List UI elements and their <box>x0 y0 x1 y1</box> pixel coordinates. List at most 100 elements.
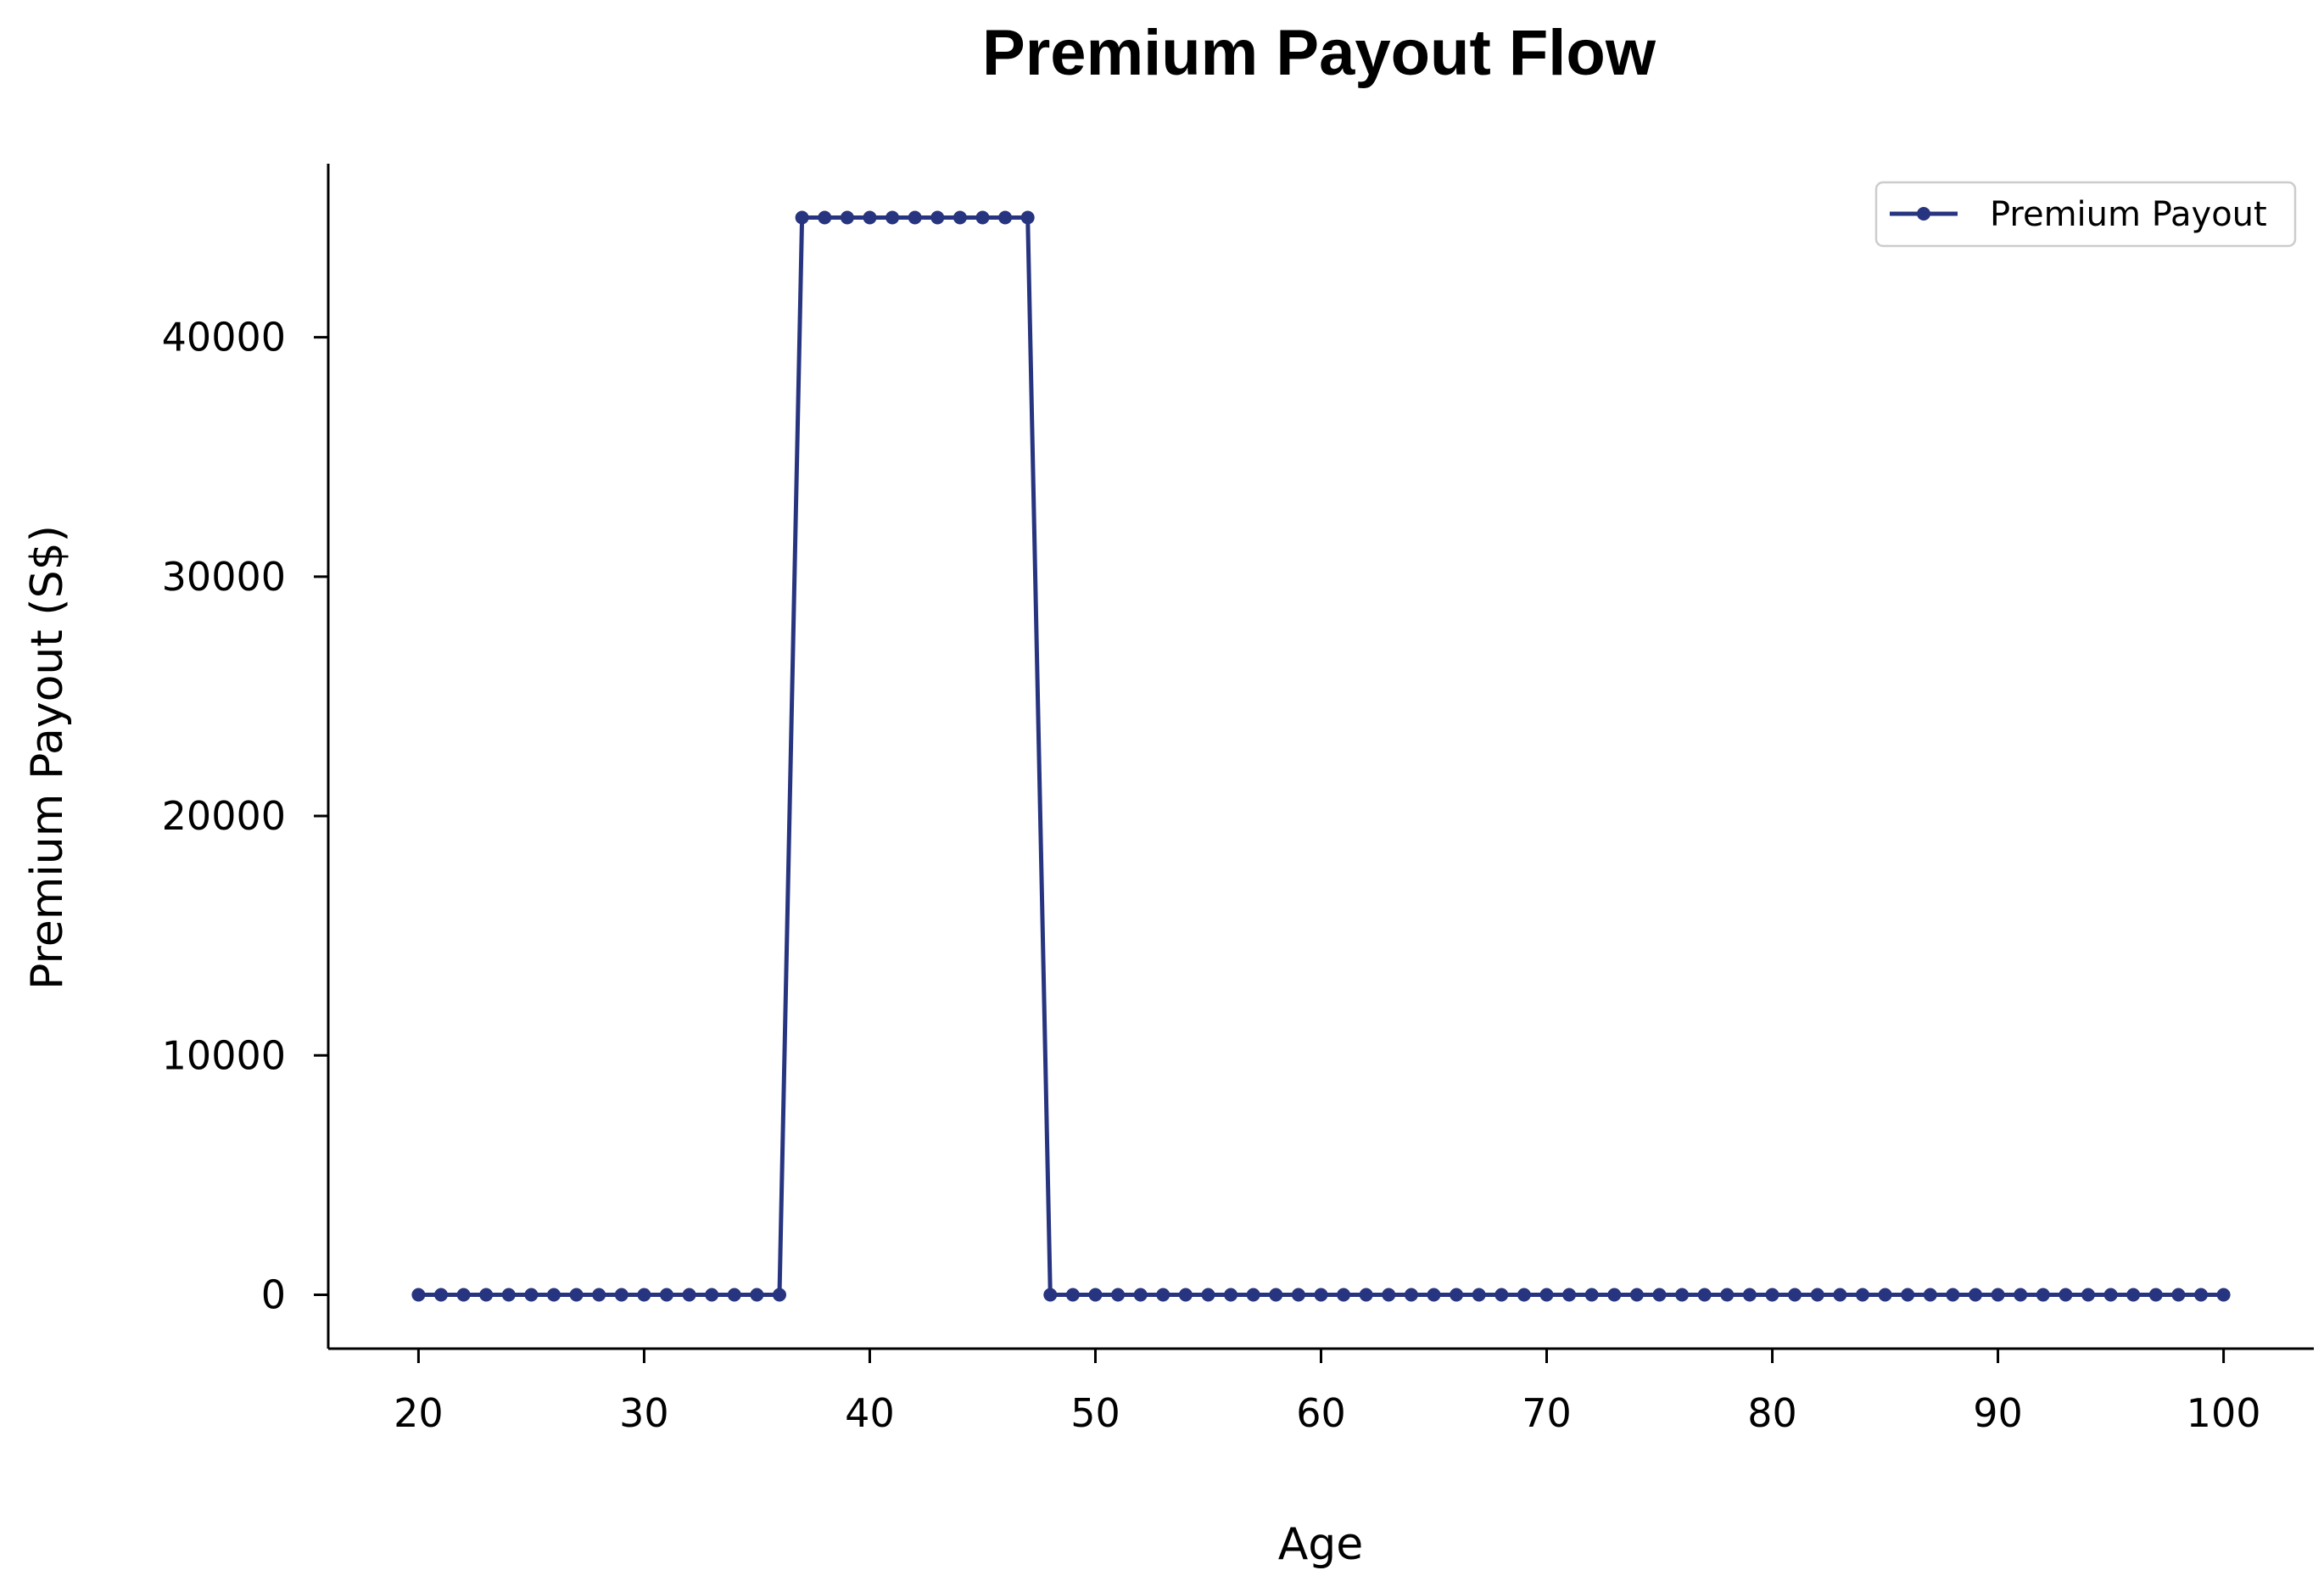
data-point <box>1810 1288 1824 1302</box>
data-point <box>975 210 990 225</box>
data-point <box>2036 1288 2050 1302</box>
data-point <box>1472 1288 1486 1302</box>
data-point <box>569 1288 584 1302</box>
x-tick-label: 60 <box>1296 1390 1346 1436</box>
data-point <box>1201 1288 1215 1302</box>
data-point <box>1156 1288 1170 1302</box>
data-point <box>1404 1288 1418 1302</box>
data-point <box>2171 1288 2186 1302</box>
data-point <box>1878 1288 1892 1302</box>
data-point <box>1359 1288 1373 1302</box>
data-point <box>614 1288 628 1302</box>
data-point <box>1856 1288 1869 1302</box>
data-point <box>1427 1288 1441 1302</box>
data-point <box>1020 210 1035 225</box>
data-point <box>524 1288 539 1302</box>
data-point <box>434 1288 448 1302</box>
data-point <box>1382 1288 1396 1302</box>
data-point <box>1923 1288 1937 1302</box>
data-point <box>930 210 945 225</box>
y-tick-label: 30000 <box>162 554 286 600</box>
data-point <box>1133 1288 1148 1302</box>
data-point <box>637 1288 651 1302</box>
data-point <box>1291 1288 1305 1302</box>
data-point <box>1607 1288 1622 1302</box>
data-point <box>1697 1288 1712 1302</box>
x-tick-label: 80 <box>1747 1390 1797 1436</box>
data-point <box>1246 1288 1260 1302</box>
legend-label: Premium Payout <box>1990 195 2267 234</box>
data-point <box>1539 1288 1554 1302</box>
data-point <box>1494 1288 1509 1302</box>
data-point <box>705 1288 719 1302</box>
chart-title: Premium Payout Flow <box>982 17 1656 89</box>
data-point <box>863 210 877 225</box>
data-point <box>1946 1288 1960 1302</box>
data-point <box>1584 1288 1599 1302</box>
data-point <box>1675 1288 1690 1302</box>
data-point <box>2103 1288 2118 1302</box>
data-point <box>727 1288 741 1302</box>
y-tick-label: 10000 <box>162 1032 286 1078</box>
data-point <box>885 210 900 225</box>
x-tick-label: 100 <box>2187 1390 2261 1436</box>
data-point <box>818 210 832 225</box>
data-point <box>1314 1288 1328 1302</box>
legend-frame <box>1874 181 2297 248</box>
x-tick-label: 40 <box>845 1390 895 1436</box>
y-tick-label: 0 <box>261 1272 286 1318</box>
data-point <box>2126 1288 2141 1302</box>
data-point <box>1991 1288 2005 1302</box>
data-point <box>953 210 967 225</box>
data-point <box>908 210 922 225</box>
data-point <box>479 1288 494 1302</box>
y-axis-label: Premium Payout (S$) <box>22 525 73 990</box>
x-tick-label: 50 <box>1070 1390 1120 1436</box>
data-point <box>1111 1288 1126 1302</box>
data-point <box>1065 1288 1080 1302</box>
data-point <box>998 210 1013 225</box>
data-point <box>1269 1288 1283 1302</box>
data-point <box>1088 1288 1103 1302</box>
data-point <box>1337 1288 1351 1302</box>
data-point <box>2081 1288 2095 1302</box>
data-point <box>1629 1288 1644 1302</box>
data-point <box>2059 1288 2073 1302</box>
series-premium-payout <box>411 210 2231 1302</box>
data-point <box>840 210 854 225</box>
data-point <box>592 1288 606 1302</box>
y-ticks: 0 10000 20000 30000 40000 <box>162 315 328 1318</box>
legend-marker-swatch <box>1917 207 1930 221</box>
x-ticks: 20 30 40 50 60 70 80 90 100 <box>394 1349 2260 1436</box>
data-point <box>1833 1288 1847 1302</box>
data-point <box>1969 1288 1982 1302</box>
data-point <box>1720 1288 1735 1302</box>
data-point <box>1652 1288 1667 1302</box>
data-point <box>2216 1288 2231 1302</box>
data-point <box>1901 1288 1915 1302</box>
data-point <box>1788 1288 1802 1302</box>
data-point <box>1517 1288 1531 1302</box>
data-point <box>501 1288 516 1302</box>
x-axis-label: Age <box>1278 1519 1364 1570</box>
y-tick-label: 20000 <box>162 793 286 839</box>
data-point <box>1562 1288 1577 1302</box>
legend: Premium Payout <box>1874 181 2297 248</box>
data-point <box>773 1288 786 1302</box>
data-point <box>2194 1288 2208 1302</box>
data-point <box>547 1288 561 1302</box>
data-point <box>682 1288 696 1302</box>
data-point <box>456 1288 471 1302</box>
data-point <box>1765 1288 1779 1302</box>
x-tick-label: 70 <box>1522 1390 1572 1436</box>
data-point <box>2148 1288 2163 1302</box>
data-point <box>1178 1288 1193 1302</box>
data-point <box>795 210 809 225</box>
x-tick-label: 20 <box>394 1390 444 1436</box>
data-point <box>660 1288 673 1302</box>
data-point <box>750 1288 764 1302</box>
data-point <box>1742 1288 1757 1302</box>
data-point <box>411 1288 426 1302</box>
y-tick-label: 40000 <box>162 315 286 360</box>
